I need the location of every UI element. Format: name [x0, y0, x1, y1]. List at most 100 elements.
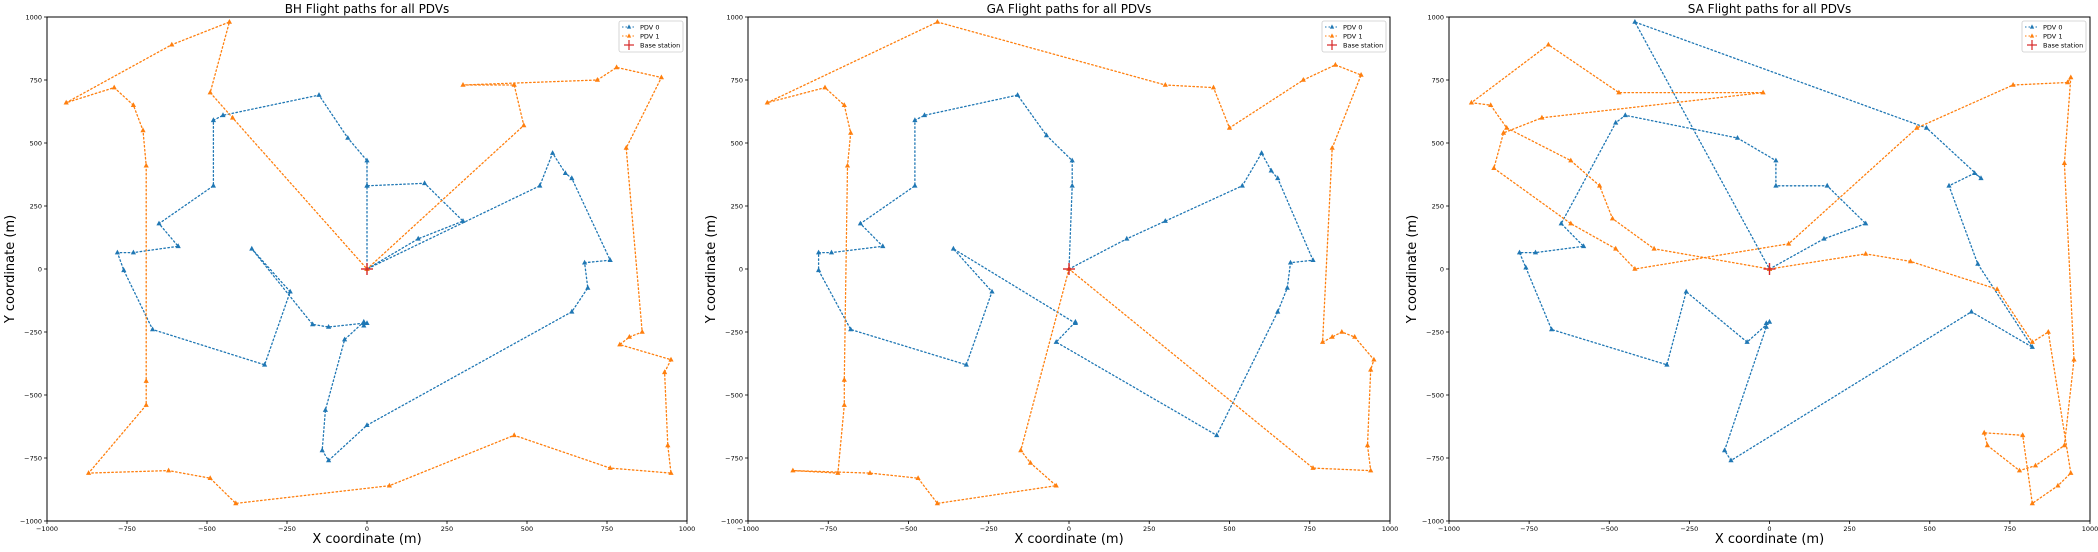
x-tick-label: 1000 — [1382, 525, 1399, 533]
x-tick-label: −750 — [1520, 525, 1538, 533]
data-point-pdv-0 — [361, 322, 367, 328]
series-line-pdv-0 — [116, 94, 612, 462]
data-point-pdv-0 — [1259, 150, 1265, 155]
legend-label: PDV 0 — [1343, 23, 1362, 31]
x-tick-label: 0 — [1767, 525, 1771, 533]
y-tick-label: 750 — [731, 76, 743, 84]
x-tick-label: −1000 — [737, 525, 759, 533]
data-point-pdv-1 — [1358, 72, 1364, 77]
data-point-pdv-1 — [1027, 460, 1034, 465]
y-tick-label: 0 — [38, 265, 42, 273]
data-point-pdv-1 — [934, 19, 940, 24]
y-tick-label: −750 — [24, 454, 42, 462]
data-point-pdv-1 — [1491, 165, 1497, 170]
data-point-pdv-0 — [562, 170, 568, 175]
x-tick-label: 500 — [1924, 525, 1936, 533]
data-point-pdv-0 — [1069, 157, 1075, 163]
data-point-pdv-0 — [2029, 344, 2035, 349]
legend-label: PDV 1 — [640, 32, 659, 40]
data-point-pdv-0 — [1821, 235, 1827, 241]
legend-item: Base station — [1327, 40, 1383, 50]
data-point-pdv-0 — [1978, 175, 1984, 181]
data-point-pdv-1 — [934, 500, 940, 506]
data-point-pdv-0 — [1632, 19, 1638, 24]
data-point-pdv-0 — [1923, 124, 1930, 130]
data-point-pdv-0 — [1516, 249, 1523, 255]
data-point-pdv-1 — [63, 99, 69, 105]
legend-item: PDV 0 — [622, 23, 659, 31]
data-point-pdv-0 — [569, 308, 575, 314]
data-point-pdv-0 — [1824, 182, 1830, 188]
data-point-pdv-1 — [86, 470, 92, 475]
data-point-pdv-0 — [121, 267, 127, 273]
y-tick-label: 250 — [30, 202, 42, 210]
data-point-pdv-0 — [310, 321, 316, 327]
data-point-pdv-0 — [210, 182, 216, 188]
data-point-pdv-1 — [623, 145, 629, 150]
data-point-pdv-0 — [912, 117, 918, 123]
data-point-pdv-1 — [207, 475, 213, 480]
data-point-pdv-1 — [764, 99, 770, 105]
data-point-pdv-0 — [1773, 157, 1779, 163]
data-point-pdv-0 — [857, 220, 863, 226]
data-point-pdv-1 — [822, 84, 828, 90]
data-point-pdv-1 — [614, 64, 620, 70]
data-point-pdv-0 — [1975, 261, 1981, 266]
x-tick-label: 500 — [1223, 525, 1235, 533]
x-tick-label: 1000 — [2082, 525, 2098, 533]
data-point-pdv-1 — [2016, 467, 2023, 473]
data-point-pdv-0 — [550, 150, 556, 155]
chart-title: SA Flight paths for all PDVs — [1688, 2, 1851, 16]
data-point-pdv-0 — [1763, 324, 1769, 329]
data-point-pdv-1 — [1226, 124, 1233, 130]
data-point-pdv-1 — [790, 467, 796, 473]
data-point-pdv-1 — [1210, 84, 1216, 90]
x-tick-label: 750 — [601, 525, 613, 533]
data-point-pdv-0 — [1532, 249, 1539, 255]
data-point-pdv-0 — [1239, 182, 1245, 188]
series-line-pdv-0 — [817, 94, 1314, 437]
data-point-pdv-0 — [1523, 264, 1529, 270]
chart-panel-sa: SA Flight paths for all PDVs −1000 −750 −50… — [1405, 2, 2098, 547]
data-point-pdv-1 — [1339, 329, 1345, 334]
data-point-pdv-0 — [848, 326, 854, 332]
y-tick-label: 750 — [1432, 76, 1444, 84]
y-tick-label: −750 — [1426, 454, 1444, 462]
data-point-pdv-1 — [2029, 500, 2035, 506]
data-point-pdv-0 — [1162, 218, 1168, 223]
data-point-pdv-0 — [345, 135, 351, 140]
data-point-pdv-1 — [111, 84, 117, 90]
data-point-pdv-0 — [1946, 182, 1952, 188]
data-point-pdv-1 — [2029, 339, 2035, 344]
data-point-pdv-1 — [1500, 129, 1507, 135]
data-point-pdv-0 — [287, 288, 293, 294]
data-point-pdv-1 — [668, 470, 674, 475]
data-point-pdv-0 — [1558, 220, 1564, 226]
data-point-pdv-1 — [2061, 442, 2067, 448]
data-point-pdv-1 — [639, 329, 645, 334]
data-point-pdv-1 — [230, 114, 236, 120]
data-point-pdv-0 — [1722, 447, 1728, 453]
legend-item: PDV 1 — [2025, 32, 2062, 40]
series-line-pdv-0 — [1518, 20, 2033, 462]
data-point-pdv-0 — [1124, 235, 1130, 241]
data-point-pdv-0 — [415, 235, 421, 241]
data-point-pdv-0 — [150, 326, 156, 332]
x-tick-label: 250 — [1843, 525, 1855, 533]
data-point-pdv-1 — [915, 475, 921, 480]
chart-title: BH Flight paths for all PDVs — [285, 2, 450, 16]
chart-panel-bh: BH Flight paths for all PDVs −1000 −750 −50… — [3, 2, 695, 547]
data-point-pdv-1 — [521, 122, 527, 128]
x-tick-label: 0 — [365, 525, 369, 533]
x-tick-label: −500 — [1600, 525, 1618, 533]
data-point-pdv-0 — [950, 245, 956, 251]
data-point-pdv-0 — [1053, 339, 1059, 344]
y-tick-label: −250 — [725, 328, 743, 336]
x-axis-label: X coordinate (m) — [1715, 532, 1824, 547]
data-point-pdv-1 — [1863, 250, 1869, 256]
data-point-pdv-0 — [1214, 432, 1220, 438]
data-point-pdv-1 — [662, 369, 668, 375]
legend-item: PDV 1 — [622, 32, 659, 40]
chart-title: GA Flight paths for all PDVs — [987, 2, 1152, 16]
data-point-pdv-1 — [2071, 356, 2077, 362]
